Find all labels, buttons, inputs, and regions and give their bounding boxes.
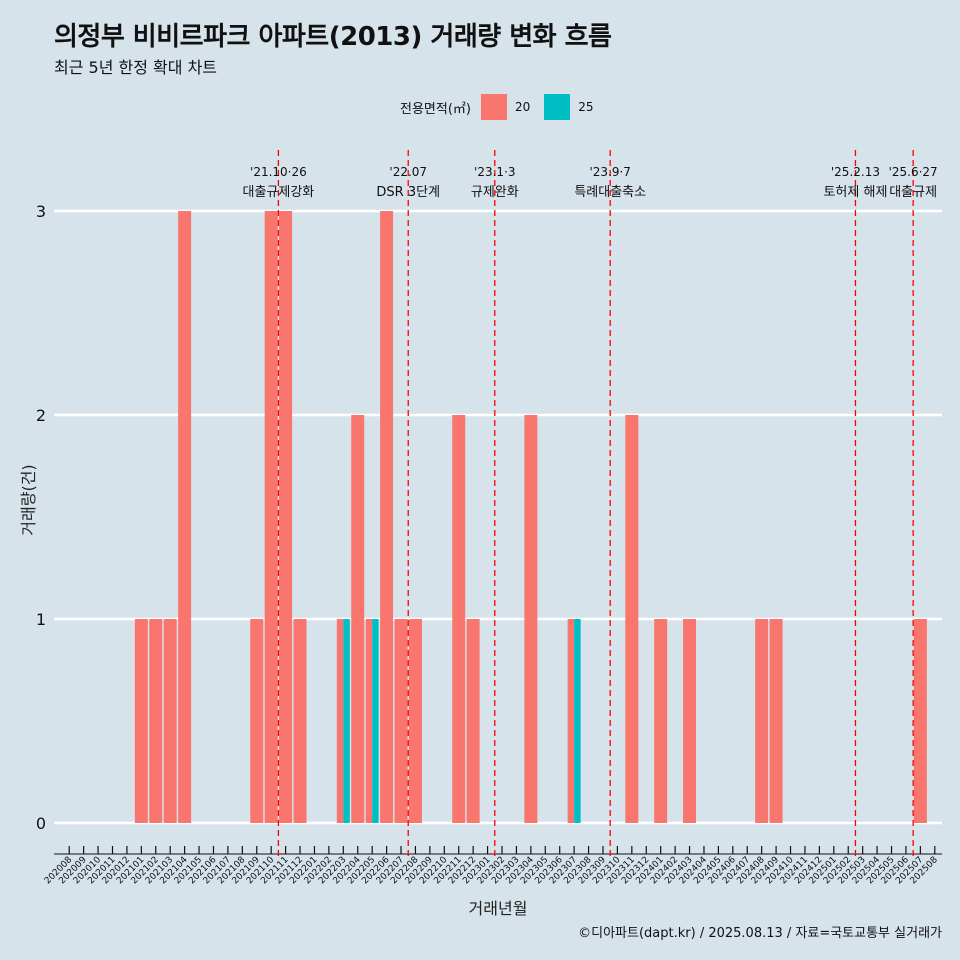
chart-title: 의정부 비비르파크 아파트(2013) 거래량 변화 흐름	[54, 22, 612, 52]
bar-20-202204	[351, 415, 365, 823]
legend-swatch-25	[544, 94, 571, 120]
event-date-4: '25.2.13	[831, 165, 880, 179]
event-label-3: 특례대출축소	[574, 185, 646, 200]
y-tick-label-0: 0	[36, 814, 46, 833]
bar-20-202101	[134, 619, 148, 823]
bar-20-202205	[365, 619, 373, 823]
bar-20-202203	[336, 619, 344, 823]
x-axis-title: 거래년월	[469, 899, 528, 918]
bar-20-202102	[149, 619, 163, 823]
event-date-0: '21.10·26	[250, 165, 307, 179]
event-label-1: DSR 3단계	[376, 185, 440, 200]
source-caption: ©디아파트(dapt.kr) / 2025.08.13 / 자료=국토교통부 실…	[578, 926, 942, 941]
bar-20-202206	[380, 211, 394, 823]
event-date-3: '23.9·7	[589, 165, 630, 179]
chart-subtitle: 최근 5년 한정 확대 차트	[54, 58, 218, 77]
event-date-2: '23.1·3	[474, 165, 515, 179]
bar-20-202207	[394, 619, 408, 823]
legend-label-20: 20	[514, 100, 531, 114]
bar-20-202403	[683, 619, 697, 823]
legend-label-25: 25	[578, 100, 594, 114]
legend: 전용면적(㎡) 20 25	[400, 94, 608, 120]
bar-20-202401	[654, 619, 668, 823]
bar-25-202205	[372, 619, 379, 823]
bar-20-202304	[524, 415, 538, 823]
event-date-1: '22.07	[389, 165, 427, 179]
bar-20-202111	[279, 211, 293, 823]
bar-20-202211	[452, 415, 466, 823]
bar-20-202110	[264, 211, 278, 823]
bar-20-202408	[755, 619, 769, 823]
bar-20-202507	[913, 619, 927, 823]
y-tick-label-1: 1	[36, 610, 46, 629]
y-tick-label-3: 3	[36, 202, 46, 221]
bar-20-202307	[567, 619, 575, 823]
bar-20-202208	[408, 619, 422, 823]
y-tick-label-2: 2	[36, 406, 46, 425]
bar-20-202104	[178, 211, 192, 823]
bar-20-202409	[769, 619, 783, 823]
bar-25-202307	[574, 619, 581, 823]
event-label-4: 토허제 해제	[823, 185, 887, 200]
legend-title: 전용면적(㎡)	[400, 101, 471, 117]
bar-25-202203	[343, 619, 350, 823]
bar-20-202311	[625, 415, 639, 823]
bar-20-202109	[250, 619, 264, 823]
y-axis-title: 거래량(건)	[19, 464, 38, 535]
bar-20-202112	[293, 619, 307, 823]
event-date-5: '25.6·27	[889, 165, 938, 179]
event-label-2: 규제완화	[471, 185, 519, 200]
legend-swatch-20	[480, 94, 507, 120]
event-label-0: 대출규제강화	[243, 185, 315, 200]
bar-20-202103	[163, 619, 177, 823]
bar-20-202212	[466, 619, 480, 823]
event-label-5: 대출규제	[889, 185, 937, 200]
